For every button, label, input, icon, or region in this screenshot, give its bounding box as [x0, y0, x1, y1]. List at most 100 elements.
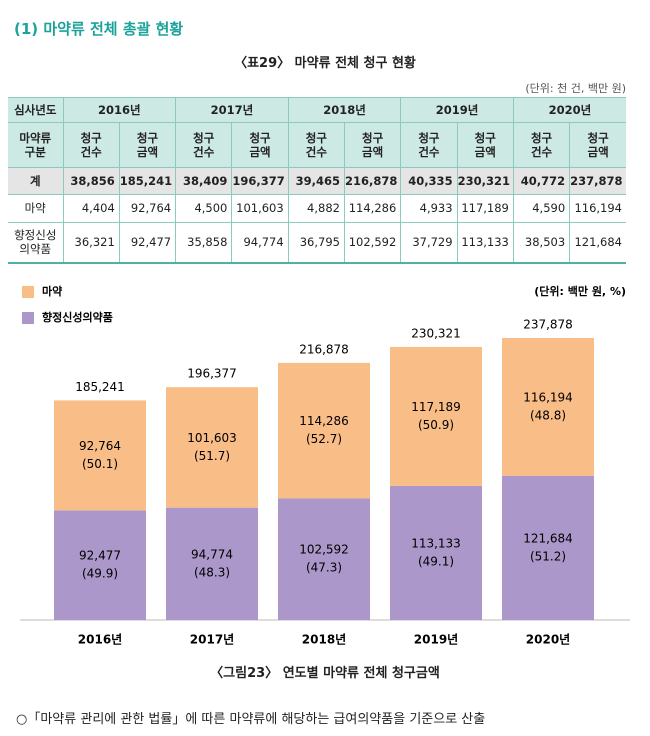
cell: 38,409 — [175, 167, 233, 195]
x-tick-label: 2018년 — [302, 633, 346, 647]
row-label: 계 — [8, 167, 64, 195]
legend-label: 향정신성의약품 — [42, 310, 113, 324]
table-row: 계 38,856 185,241 38,409 196,377 39,465 216,878… — [8, 167, 626, 195]
bar-segment — [502, 338, 594, 476]
cell: 196,377 — [231, 167, 289, 195]
x-tick-label: 2019년 — [414, 633, 458, 647]
value-label: 117,189 — [411, 400, 461, 414]
header-cell: 청구 건수 — [400, 122, 458, 168]
total-label: 196,377 — [187, 367, 237, 381]
section-title: (1) 마약류 전체 총괄 현황 — [14, 20, 184, 38]
header-cell: 청구 금액 — [569, 122, 626, 168]
table-caption: 〈표29〉 마약류 전체 청구 현황 — [234, 56, 416, 71]
header-cell: 2016년 — [62, 97, 177, 123]
cell: 92,764 — [118, 194, 177, 223]
cell: 36,321 — [62, 222, 120, 264]
cell: 4,933 — [400, 194, 458, 223]
cell: 40,772 — [512, 167, 571, 195]
bar-segment — [278, 498, 370, 620]
value-label: 102,592 — [299, 543, 349, 557]
figure-caption: 〈그림23〉 연도별 마약류 전체 청구금액 — [210, 666, 440, 681]
header-cell: 청구 금액 — [231, 122, 289, 168]
cell: 40,335 — [400, 167, 458, 195]
value-label: 92,764 — [79, 439, 121, 453]
header-cell: 청구 건수 — [62, 122, 120, 168]
bar-segment — [502, 475, 594, 620]
value-label: 116,194 — [523, 390, 573, 404]
cell: 113,133 — [456, 222, 514, 264]
cell: 38,503 — [512, 222, 571, 264]
share-label: (47.3) — [306, 561, 342, 575]
share-label: (49.1) — [418, 554, 454, 568]
bar-segment — [166, 387, 258, 508]
value-label: 101,603 — [187, 431, 237, 445]
total-label: 237,878 — [523, 318, 573, 332]
x-tick-label: 2017년 — [190, 633, 234, 647]
bar-segment — [54, 400, 146, 511]
legend-swatch — [22, 312, 34, 324]
cell: 101,603 — [231, 194, 289, 223]
total-label: 230,321 — [411, 326, 461, 340]
cell: 116,194 — [569, 194, 626, 223]
share-label: (51.2) — [530, 549, 566, 563]
cell: 39,465 — [287, 167, 345, 195]
header-cell: 2020년 — [512, 97, 626, 123]
cell: 102,592 — [343, 222, 402, 264]
header-cell: 마약류 구분 — [8, 122, 64, 168]
cell: 94,774 — [231, 222, 289, 264]
header-cell: 심사년도 — [8, 97, 64, 123]
value-label: 92,477 — [79, 549, 121, 563]
bar-segment — [278, 362, 370, 499]
legend-swatch — [22, 286, 34, 298]
cell: 230,321 — [456, 167, 514, 195]
cell: 36,795 — [287, 222, 345, 264]
chart-unit: (단위: 백만 원, %) — [534, 284, 626, 298]
cell: 4,500 — [175, 194, 233, 223]
cell: 114,286 — [343, 194, 402, 223]
share-label: (51.7) — [194, 449, 230, 463]
header-row: 심사년도 2016년 2017년 2018년 2019년 2020년 — [8, 97, 626, 123]
header-cell: 청구 금액 — [343, 122, 402, 168]
cell: 37,729 — [400, 222, 458, 264]
value-label: 121,684 — [523, 531, 573, 545]
header-cell: 2017년 — [175, 97, 289, 123]
x-tick-label: 2016년 — [78, 633, 122, 647]
cell: 237,878 — [569, 167, 626, 195]
cell: 38,856 — [62, 167, 120, 195]
cell: 121,684 — [569, 222, 626, 264]
cell: 216,878 — [343, 167, 402, 195]
share-label: (50.9) — [418, 418, 454, 432]
cell: 185,241 — [118, 167, 177, 195]
cell: 35,858 — [175, 222, 233, 264]
table-unit: (단위: 천 건, 백만 원) — [525, 82, 626, 95]
header-cell: 청구 건수 — [175, 122, 233, 168]
cell: 92,477 — [118, 222, 177, 264]
cell: 4,882 — [287, 194, 345, 223]
value-label: 114,286 — [299, 414, 349, 428]
bar-segment — [166, 507, 258, 620]
share-label: (48.3) — [194, 565, 230, 579]
share-label: (48.8) — [530, 408, 566, 422]
legend-label: 마약 — [42, 284, 62, 298]
total-label: 216,878 — [299, 342, 349, 356]
total-label: 185,241 — [75, 380, 125, 394]
bar-segment — [54, 510, 146, 620]
data-table: 심사년도 2016년 2017년 2018년 2019년 2020년 마약류 구분 청구 건수… — [8, 97, 626, 264]
row-label: 향정신성 의약품 — [8, 222, 64, 264]
header-cell: 청구 금액 — [456, 122, 514, 168]
header-row: 마약류 구분 청구 건수 청구 금액 청구 건수 청구 금액 청구 건수 청구 금액 청구 건… — [8, 122, 626, 168]
share-label: (50.1) — [82, 457, 118, 471]
cell: 117,189 — [456, 194, 514, 223]
value-label: 113,133 — [411, 536, 461, 550]
header-cell: 2018년 — [287, 97, 402, 123]
bar-segment — [390, 346, 482, 486]
table-row: 마약 4,404 92,764 4,500 101,603 4,882 114,286 4,9… — [8, 194, 626, 223]
x-tick-label: 2020년 — [526, 633, 570, 647]
header-cell: 청구 건수 — [287, 122, 345, 168]
share-label: (52.7) — [306, 432, 342, 446]
header-cell: 2019년 — [400, 97, 514, 123]
footnote: ○「마약류 관리에 관한 법률」에 따른 마약류에 해당하는 급여의약품을 기준… — [16, 712, 486, 727]
cell: 4,590 — [512, 194, 571, 223]
